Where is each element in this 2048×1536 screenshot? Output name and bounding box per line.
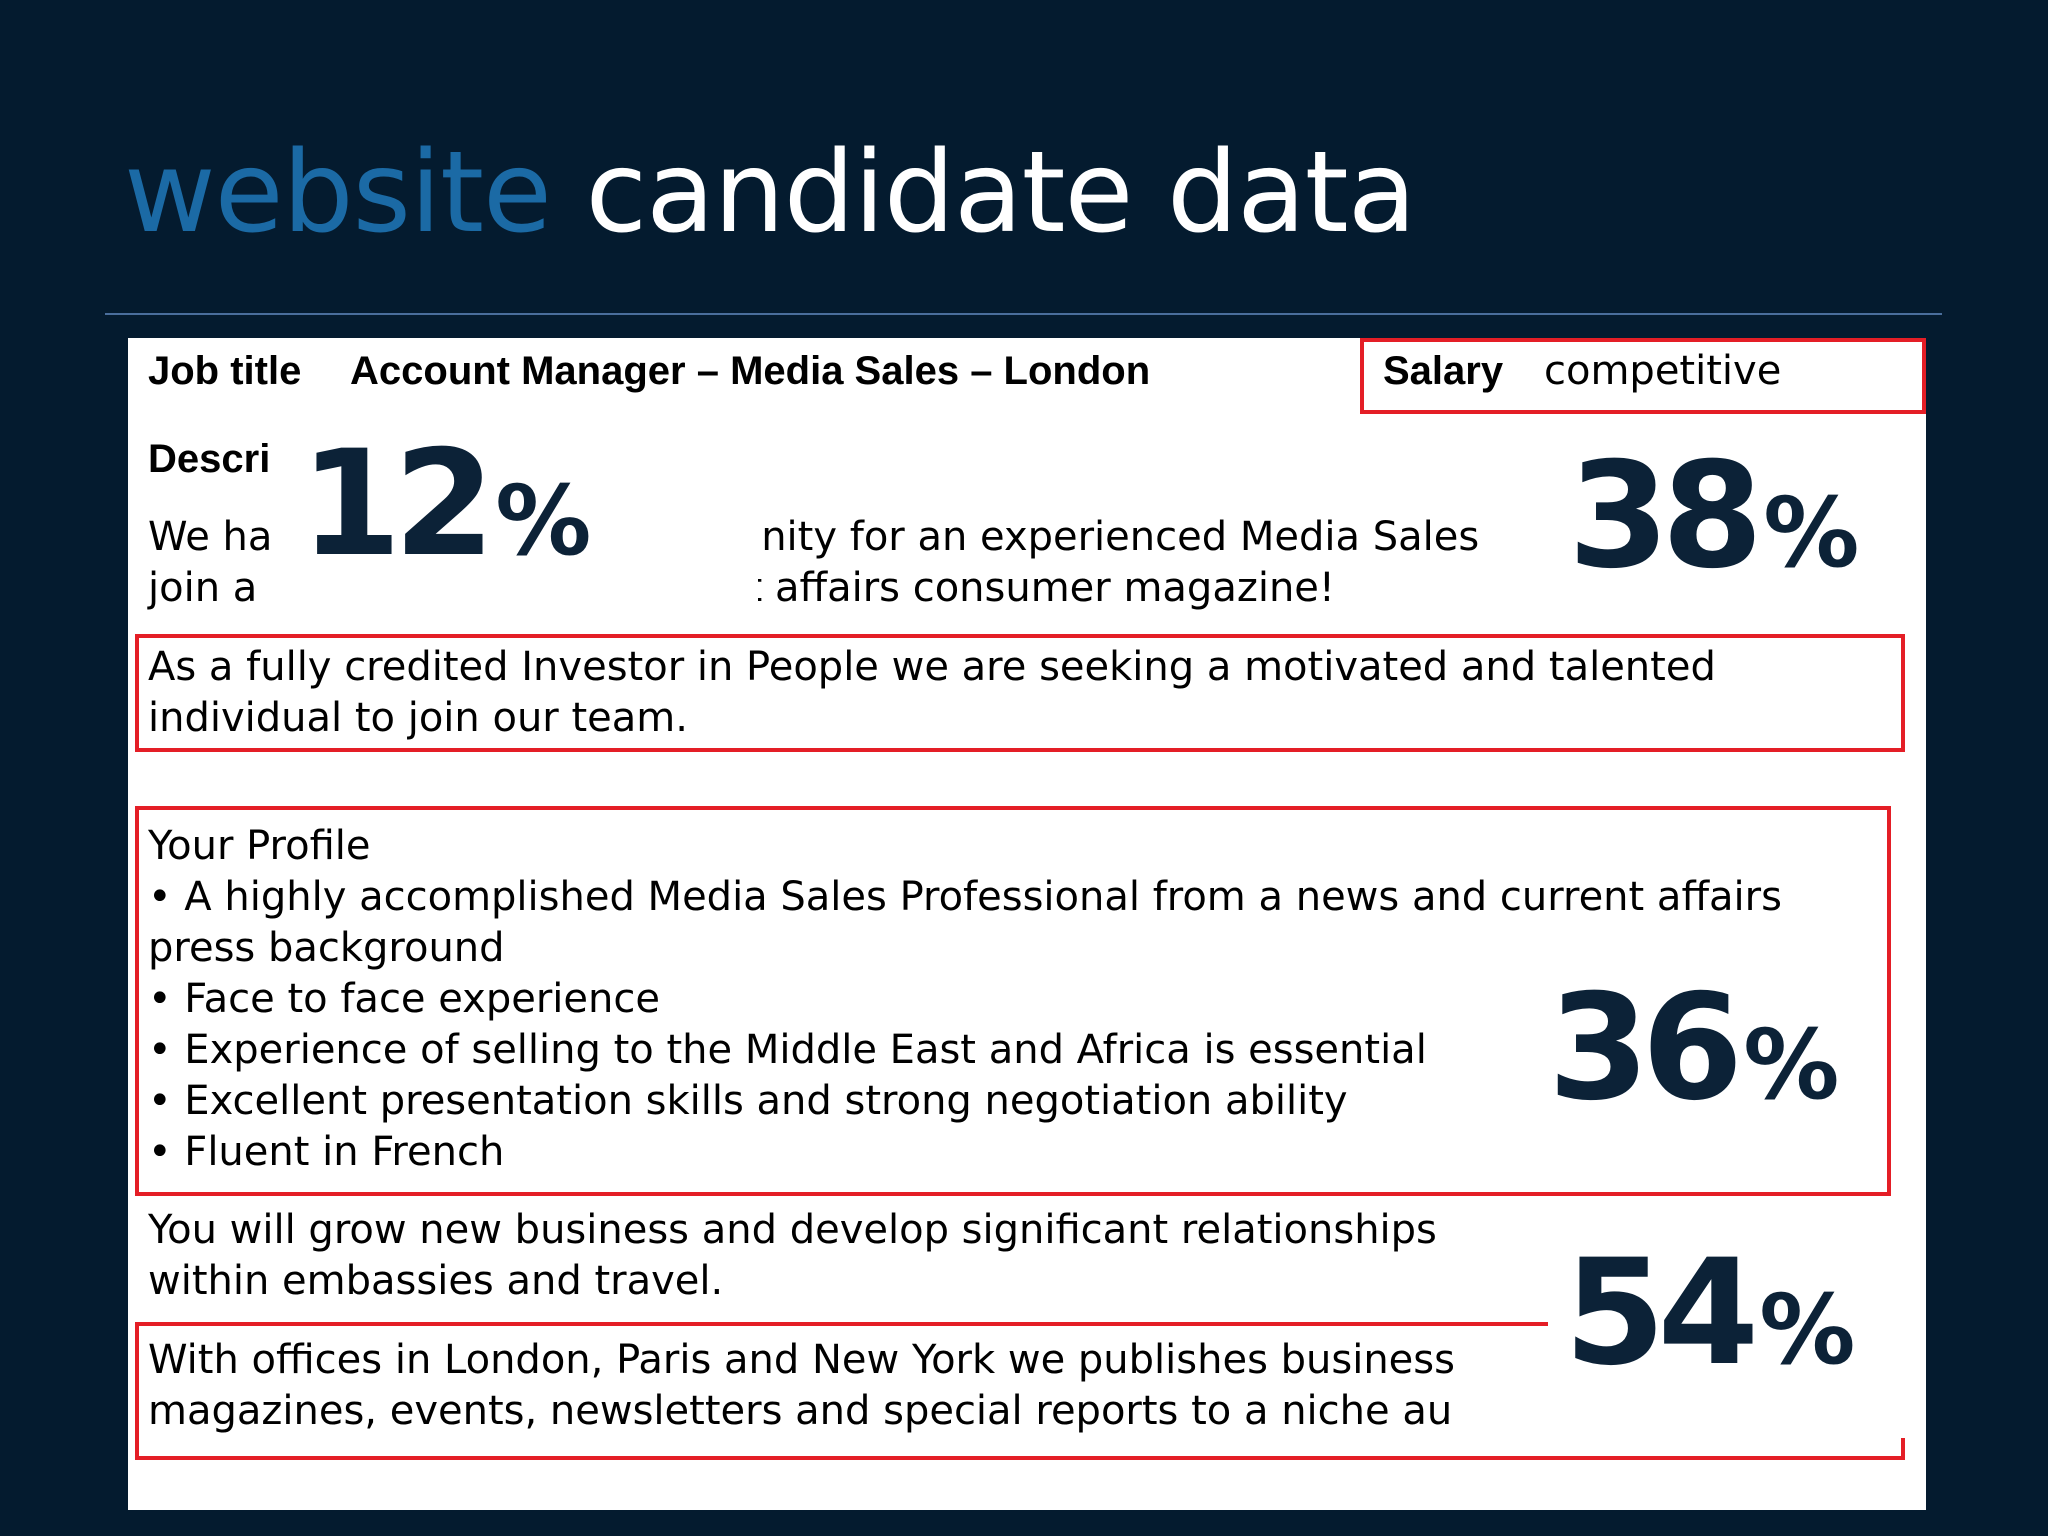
job-title-value: Account Manager – Media Sales – London — [350, 349, 1151, 393]
stat-12-percent: 12% — [300, 431, 591, 577]
investor-highlight-box — [135, 634, 1905, 752]
title-divider — [105, 313, 1942, 315]
stat-backdrop — [288, 438, 758, 618]
job-title-label: Job title — [148, 349, 302, 393]
profile-line: • Excellent presentation skills and stro… — [148, 1078, 1348, 1124]
grow-line2: within embassies and travel. — [148, 1258, 724, 1304]
job-ad-panel: Job title Account Manager – Media Sales … — [128, 338, 1926, 1510]
investor-line2: individual to join our team. — [148, 695, 688, 741]
salary-value: competitive — [1544, 348, 1782, 394]
slide-title-accent: website — [124, 128, 552, 258]
stat-unit: % — [495, 465, 592, 577]
description-label: Descri — [148, 437, 271, 481]
slide-title: website candidate data — [124, 128, 1416, 258]
stat-unit: % — [1743, 1009, 1840, 1121]
offices-line2: magazines, events, newsletters and speci… — [148, 1388, 1453, 1434]
profile-line: • A highly accomplished Media Sales Prof… — [148, 874, 1782, 920]
profile-line: • Face to face experience — [148, 976, 660, 1022]
stat-backdrop — [1548, 966, 1878, 1146]
stat-38-percent: 38% — [1568, 443, 1859, 589]
profile-line: press background — [148, 925, 505, 971]
stat-value: 54 — [1564, 1228, 1759, 1398]
salary-highlight-box — [1360, 338, 1926, 414]
stat-unit: % — [1759, 1274, 1856, 1386]
intro-line2-left: join a — [148, 565, 258, 611]
profile-line: • Experience of selling to the Middle Ea… — [148, 1027, 1427, 1073]
profile-heading: Your Profile — [148, 823, 371, 869]
stat-value: 38 — [1568, 431, 1763, 601]
offices-line1: With offices in London, Paris and New Yo… — [148, 1337, 1455, 1383]
profile-highlight-box — [135, 806, 1891, 1196]
stat-value: 12 — [300, 419, 495, 589]
salary-label: Salary — [1383, 349, 1504, 393]
slide-title-rest: candidate data — [550, 128, 1416, 258]
intro-line1-left: We ha — [148, 514, 273, 560]
stat-unit: % — [1763, 477, 1860, 589]
stat-54-percent: 54% — [1564, 1240, 1855, 1386]
grow-line1: You will grow new business and develop s… — [148, 1207, 1437, 1253]
profile-line: • Fluent in French — [148, 1129, 505, 1175]
stat-36-percent: 36% — [1548, 975, 1839, 1121]
stat-backdrop — [1538, 438, 1918, 608]
stat-value: 36 — [1548, 963, 1743, 1133]
investor-line1: As a fully credited Investor in People w… — [148, 644, 1716, 690]
stat-backdrop — [1548, 1198, 1908, 1438]
